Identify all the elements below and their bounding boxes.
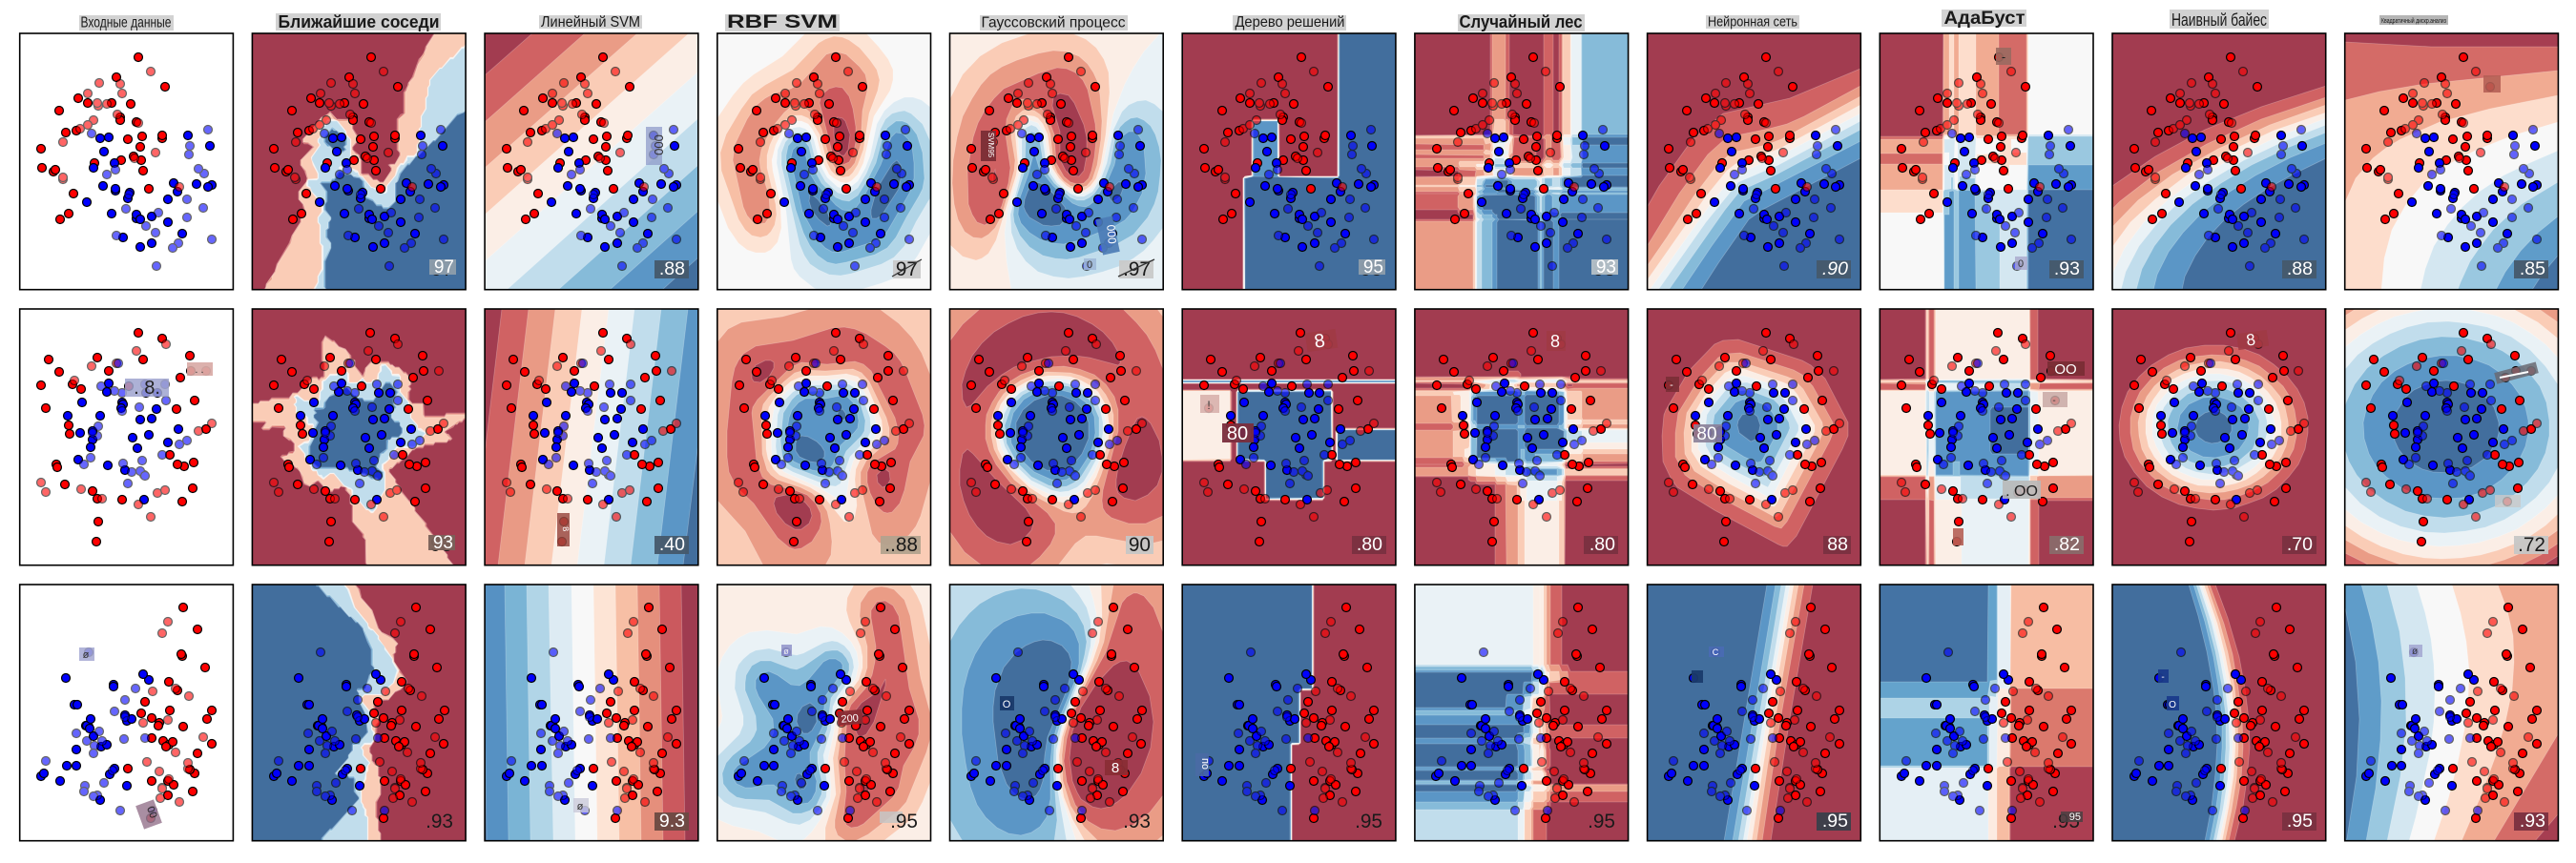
- svg-text:Линейный SVM: Линейный SVM: [541, 14, 640, 31]
- svg-text:.95: .95: [1355, 811, 1382, 832]
- svg-text:0: 0: [2018, 258, 2024, 270]
- svg-text:.82: .82: [2054, 534, 2080, 555]
- svg-text:000: 000: [1104, 224, 1119, 244]
- svg-text:9.3: 9.3: [659, 811, 685, 832]
- svg-text:O: O: [1003, 699, 1011, 710]
- svg-text:-: -: [1670, 380, 1673, 391]
- svg-text:.40: .40: [659, 534, 685, 555]
- svg-text:Дерево решений: Дерево решений: [1236, 14, 1345, 31]
- svg-text:-: -: [2161, 672, 2164, 683]
- svg-text:Наивный байес: Наивный байес: [2171, 10, 2267, 30]
- svg-text:80: 80: [1227, 423, 1248, 444]
- svg-text:. OO: . OO: [2005, 483, 2038, 500]
- svg-text:..88: ..88: [884, 534, 918, 556]
- svg-text:8: 8: [561, 526, 571, 532]
- svg-text:.80: .80: [1589, 534, 1615, 555]
- svg-text:.72: .72: [2518, 534, 2545, 556]
- svg-text:.95: .95: [1588, 811, 1615, 832]
- svg-text:ø: ø: [83, 649, 90, 661]
- svg-text:.93: .93: [2054, 258, 2080, 279]
- svg-text:95: 95: [2069, 812, 2081, 823]
- svg-text:!: !: [1207, 399, 1210, 412]
- svg-text:8: 8: [2245, 330, 2256, 349]
- svg-text:.95: .95: [2287, 811, 2313, 832]
- svg-text:ø: ø: [783, 647, 789, 656]
- svg-text:-: -: [2052, 396, 2055, 406]
- svg-text:Квадратичный дискр.анализ: Квадратичный дискр.анализ: [2381, 17, 2446, 25]
- svg-text:93: 93: [433, 533, 453, 553]
- svg-text:. .: . .: [195, 364, 203, 376]
- svg-text:. 8.: . 8.: [134, 378, 160, 399]
- svg-text:.93: .93: [426, 811, 453, 832]
- svg-text:.88: .88: [2287, 258, 2313, 279]
- svg-text:200: 200: [841, 712, 859, 726]
- svg-text:90: 90: [1129, 534, 1151, 556]
- svg-text:97: 97: [434, 257, 454, 277]
- svg-text:.93: .93: [1123, 811, 1151, 832]
- svg-text:.90: .90: [1822, 258, 1848, 279]
- svg-text:8: 8: [1313, 330, 1326, 352]
- svg-text:SVM95: SVM95: [987, 133, 995, 158]
- svg-text:ø: ø: [2412, 647, 2418, 657]
- svg-text:O: O: [2169, 700, 2176, 710]
- svg-text:по: по: [1199, 758, 1211, 770]
- svg-text:97: 97: [896, 258, 918, 280]
- svg-text:.93: .93: [2520, 811, 2545, 832]
- svg-text:0: 0: [1087, 259, 1092, 271]
- svg-text:Гауссовский процесс: Гауссовский процесс: [982, 15, 1126, 31]
- svg-text:.85: .85: [2520, 258, 2545, 279]
- svg-text:ø: ø: [577, 801, 584, 812]
- svg-text:АдаБуст: АдаБуст: [1944, 9, 2025, 29]
- svg-text:.80: .80: [1357, 534, 1382, 555]
- svg-text:000: 000: [652, 134, 666, 155]
- svg-text:93: 93: [1596, 257, 1616, 277]
- svg-text:Случайный лес: Случайный лес: [1460, 12, 1583, 31]
- svg-text:Входные данные: Входные данные: [81, 15, 172, 31]
- svg-text:OO: OO: [2054, 361, 2076, 378]
- svg-text:8: 8: [1550, 332, 1560, 351]
- svg-text:80: 80: [1696, 424, 1716, 444]
- svg-text:.88: .88: [659, 258, 685, 279]
- svg-text:.95: .95: [890, 811, 918, 832]
- svg-text:00: 00: [144, 805, 158, 820]
- svg-text:Ближайшие соседи: Ближайшие соседи: [279, 12, 440, 31]
- svg-text:-: -: [2002, 50, 2005, 64]
- svg-text:C: C: [1713, 647, 1719, 657]
- svg-text:8: 8: [1111, 760, 1119, 776]
- svg-text:Нейронная сеть: Нейронная сеть: [1708, 15, 1797, 31]
- svg-text:.70: .70: [2287, 534, 2313, 555]
- svg-text:.95: .95: [1822, 811, 1848, 832]
- svg-text:88: 88: [1827, 534, 1848, 555]
- svg-text:.97: .97: [1123, 258, 1151, 280]
- svg-text:RBF SVM: RBF SVM: [727, 12, 838, 32]
- svg-text:95: 95: [1363, 257, 1383, 277]
